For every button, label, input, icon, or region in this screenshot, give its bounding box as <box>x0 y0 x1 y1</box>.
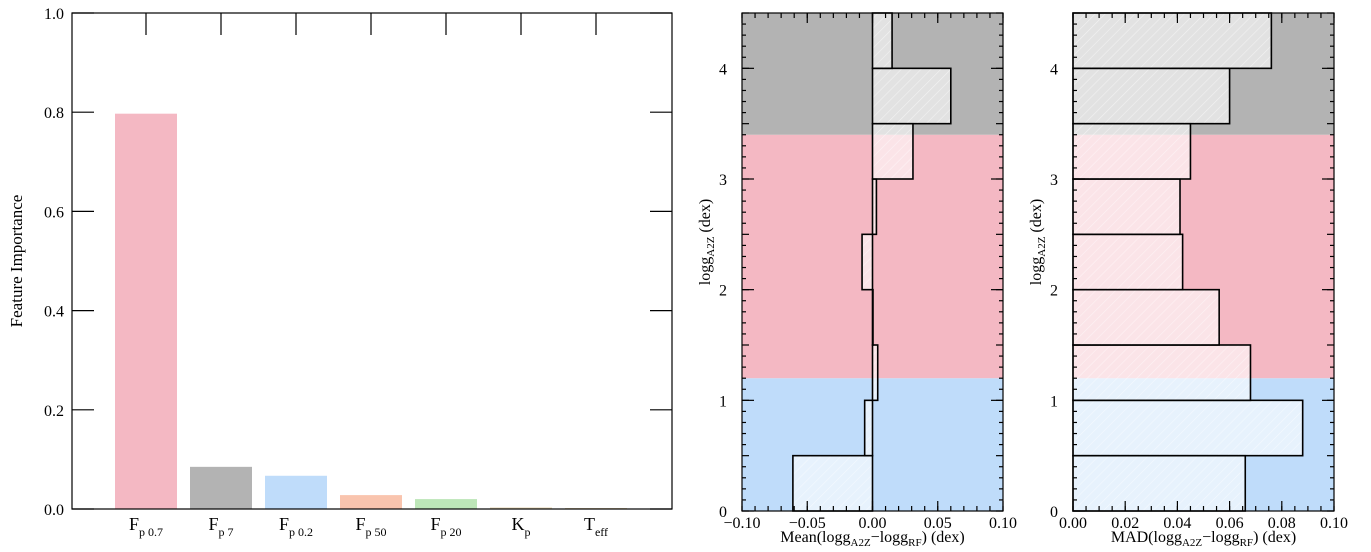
bin-bar-2 <box>871 344 879 402</box>
x-tick-label: 0.00 <box>1059 515 1087 532</box>
x-tick-label: 0.10 <box>989 515 1017 532</box>
y-tick-label: 1.0 <box>44 6 64 23</box>
x-tick-label: Fp 7 <box>208 514 233 539</box>
x-tick-label: Kp <box>512 514 531 539</box>
feature-importance-chart: 0.0 0.2 0.4 0.6 0.8 1.0 Fp 0.7 Fp 7 Fp 0.2 Fp 50 F… <box>7 6 673 539</box>
bin-bar-7 <box>871 67 952 125</box>
y-tick-label: 0.8 <box>44 105 64 122</box>
x-tick-label: Fp 0.7 <box>129 514 163 539</box>
mean-residual-chart: −0.10 −0.05 0.00 0.05 0.10 0 1 2 3 4 Mean(loggA2Z−… <box>697 12 1017 549</box>
y-axis-label: loggA2Z (dex) <box>1028 199 1048 285</box>
x-tick-label: 0.00 <box>859 515 887 532</box>
x-tick-label: Fp 20 <box>430 514 461 539</box>
y-tick-label: 0 <box>719 504 727 521</box>
bin-bar-0 <box>1072 454 1247 512</box>
x-tick-label: −0.10 <box>723 515 760 532</box>
bin-bar-8 <box>1072 12 1273 70</box>
bar-2 <box>265 475 327 509</box>
y-tick-label: 2 <box>719 283 727 300</box>
x-tick-label: 0.05 <box>924 515 952 532</box>
y-tick-label: 0.2 <box>44 403 64 420</box>
bin-bar-0 <box>792 454 874 512</box>
x-tick-label: 0.02 <box>1111 515 1139 532</box>
x-tick-label: 0.08 <box>1268 515 1296 532</box>
bar-4 <box>415 499 477 509</box>
y-tick-label: 2 <box>1050 283 1058 300</box>
x-tick-label: Fp 0.2 <box>279 514 313 539</box>
bin-bar-1 <box>1072 399 1304 457</box>
bar-3 <box>340 495 402 509</box>
plot-frame <box>71 12 673 510</box>
bin-bar-6 <box>1072 122 1192 180</box>
y-tick-label: 0.0 <box>44 502 64 519</box>
bin-bar-6 <box>871 122 914 180</box>
y-tick-label: 0.4 <box>44 304 64 321</box>
bin-bar-1 <box>863 399 874 457</box>
y-tick-label: 1 <box>1050 393 1058 410</box>
x-tick-label: −0.05 <box>789 515 826 532</box>
y-tick-label: 0.6 <box>44 204 64 221</box>
bin-bar-3 <box>871 288 874 346</box>
x-axis-label: MAD(loggA2Z−loggRF) (dex) <box>1111 529 1296 549</box>
y-tick-label: 4 <box>1050 61 1058 78</box>
x-axis-label: Mean(loggA2Z−loggRF) (dex) <box>780 529 964 549</box>
bar-1 <box>190 466 252 509</box>
bin-bar-4 <box>1072 233 1184 291</box>
y-tick-label: 1 <box>719 393 727 410</box>
bin-bar-5 <box>1072 178 1181 236</box>
bar-5 <box>490 507 552 509</box>
bar-0 <box>115 113 177 510</box>
y-tick-label: 4 <box>719 61 727 78</box>
x-tick-label: Fp 50 <box>355 514 386 539</box>
bin-bar-3 <box>1072 288 1220 346</box>
y-tick-label: 0 <box>1050 504 1058 521</box>
bin-bar-8 <box>871 12 893 70</box>
x-tick-label: 0.06 <box>1216 515 1244 532</box>
mad-residual-chart: 0.00 0.02 0.04 0.06 0.08 0.10 0 1 2 3 4 MAD(loggA2Z… <box>1028 12 1348 549</box>
y-axis-label: Feature Importance <box>7 195 26 328</box>
y-tick-label: 3 <box>1050 172 1058 189</box>
bin-bar-4 <box>861 233 874 291</box>
bin-bar-7 <box>1072 67 1231 125</box>
y-tick-label: 3 <box>719 172 727 189</box>
x-tick-label: 0.10 <box>1320 515 1348 532</box>
y-axis-label: loggA2Z (dex) <box>697 199 717 285</box>
bin-bar-5 <box>871 178 878 236</box>
bin-bar-2 <box>1072 344 1252 402</box>
x-tick-label: Teff <box>584 514 608 539</box>
x-tick-label: 0.04 <box>1163 515 1191 532</box>
